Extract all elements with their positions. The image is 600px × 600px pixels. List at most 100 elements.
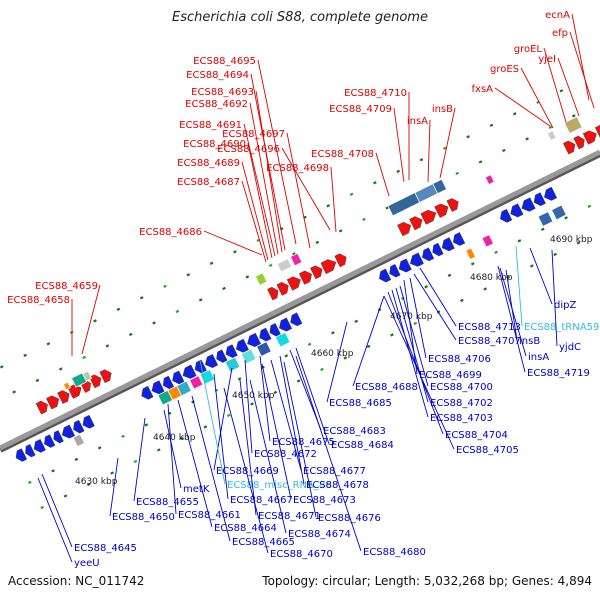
- guide-dot: [128, 332, 133, 337]
- reverse-gene-arrow: [452, 232, 466, 246]
- forward-gene-label: ECS88_4710: [344, 88, 407, 99]
- forward-gene-label: ECS88_4692: [185, 99, 248, 110]
- topology-label: Topology:: [262, 574, 319, 588]
- guide-dot: [466, 135, 470, 139]
- length-value: 5,032,268 bp: [423, 574, 504, 588]
- guide-dot: [366, 344, 371, 349]
- leader-line: [177, 399, 213, 528]
- forward-gene-label: ECS88_4694: [186, 70, 249, 81]
- leader-line: [413, 273, 457, 341]
- guide-dot: [343, 356, 348, 360]
- forward-gene-label: ECS88_4709: [329, 104, 392, 115]
- guide-dot: [116, 307, 121, 311]
- guide-dot: [93, 319, 97, 323]
- reverse-gene-label: ECS88_4655: [136, 497, 199, 508]
- accession-info: Accession: NC_011742: [8, 574, 144, 588]
- reverse-gene-arrow: [33, 439, 46, 453]
- genes-label: Genes:: [511, 574, 554, 588]
- guide-dot: [307, 342, 312, 346]
- reverse-gene-block: [256, 341, 272, 357]
- reverse-gene-label: ECS88_4705: [456, 445, 519, 456]
- reverse-gene-arrow: [235, 338, 249, 353]
- guide-dot: [175, 309, 180, 314]
- forward-gene-arrow: [276, 281, 289, 296]
- reverse-gene-block: [274, 331, 291, 348]
- guide-dot: [273, 390, 278, 395]
- forward-gene-block: [484, 174, 495, 186]
- leader-line: [247, 142, 273, 259]
- leader-line: [81, 284, 101, 355]
- guide-dot: [121, 434, 125, 439]
- reverse-gene-arrow: [533, 192, 546, 207]
- reverse-gene-arrow: [259, 327, 272, 342]
- reverse-gene-block: [188, 375, 204, 390]
- reverse-gene-label: ECS88_4661: [178, 510, 241, 521]
- guide-dot: [163, 284, 167, 288]
- reverse-gene-block: [224, 356, 241, 373]
- guide-dot: [46, 342, 51, 346]
- guide-dot: [233, 250, 237, 254]
- guide-dot: [0, 365, 4, 369]
- leader-line: [259, 355, 271, 442]
- scale-label: 4660 kbp: [311, 349, 354, 359]
- guide-dot: [419, 158, 424, 162]
- leader-line: [352, 295, 385, 387]
- reverse-gene-arrow: [247, 332, 262, 348]
- summary-separator: ;: [366, 574, 371, 588]
- forward-gene-label: efp: [552, 28, 568, 39]
- forward-gene-arrow: [298, 270, 312, 285]
- forward-gene-label: ECS88_4690: [183, 139, 246, 150]
- forward-gene-label: ECS88_4686: [139, 227, 202, 238]
- reverse-gene-arrow: [172, 370, 185, 385]
- leader-line: [295, 355, 362, 552]
- forward-gene-arrow: [89, 374, 102, 389]
- guide-dot: [82, 355, 86, 360]
- guide-dot: [315, 240, 320, 245]
- forward-gene-label: ECS88_4695: [193, 56, 256, 67]
- forward-gene-block: [254, 272, 268, 286]
- forward-gene-label: ECS88_4697: [222, 129, 285, 140]
- reverse-gene-label: ECS88_4680: [363, 547, 426, 558]
- reverse-gene-label: ECS88_4702: [430, 398, 493, 409]
- forward-gene-arrow: [35, 400, 48, 415]
- leader-line: [383, 295, 455, 450]
- reverse-gene-arrow: [194, 359, 207, 374]
- reverse-gene-label: ECS88_4665: [232, 537, 295, 548]
- guide-dot: [35, 378, 40, 383]
- leader-line: [41, 473, 73, 548]
- guide-dot: [540, 227, 545, 231]
- guide-dot: [559, 89, 564, 93]
- guide-dot: [501, 148, 506, 153]
- reverse-gene-label: metK: [183, 484, 210, 495]
- leader-line: [167, 403, 177, 515]
- guide-dot: [152, 321, 156, 325]
- forward-gene-block: [62, 381, 72, 391]
- leader-line: [520, 67, 554, 129]
- reverse-gene-arrow: [510, 203, 524, 218]
- reverse-gene-arrow: [73, 419, 85, 434]
- guide-dot: [385, 206, 390, 210]
- leader-line: [241, 180, 267, 263]
- guide-dot: [86, 482, 91, 487]
- leader-line: [203, 230, 263, 256]
- reverse-gene-arrow: [141, 385, 154, 400]
- guide-dot: [139, 296, 144, 300]
- reverse-gene-arrow: [151, 380, 165, 395]
- guide-dot: [354, 319, 359, 323]
- leader-line: [295, 347, 330, 445]
- forward-gene-arrow: [334, 253, 347, 268]
- forward-gene-block: [563, 116, 583, 135]
- forward-gene-label: ECS88_4658: [7, 295, 70, 306]
- guide-dot: [198, 298, 203, 302]
- guide-dot: [455, 171, 460, 176]
- leader-line: [409, 277, 427, 359]
- leader-line: [499, 267, 527, 357]
- guide-dot: [186, 273, 191, 277]
- forward-gene-block: [82, 370, 93, 382]
- guide-dot: [180, 436, 184, 441]
- reverse-gene-arrow: [162, 375, 175, 390]
- forward-gene-arrow: [409, 216, 423, 231]
- reverse-gene-arrow: [521, 197, 536, 212]
- forward-gene-block: [289, 252, 303, 267]
- guide-dot: [548, 125, 553, 130]
